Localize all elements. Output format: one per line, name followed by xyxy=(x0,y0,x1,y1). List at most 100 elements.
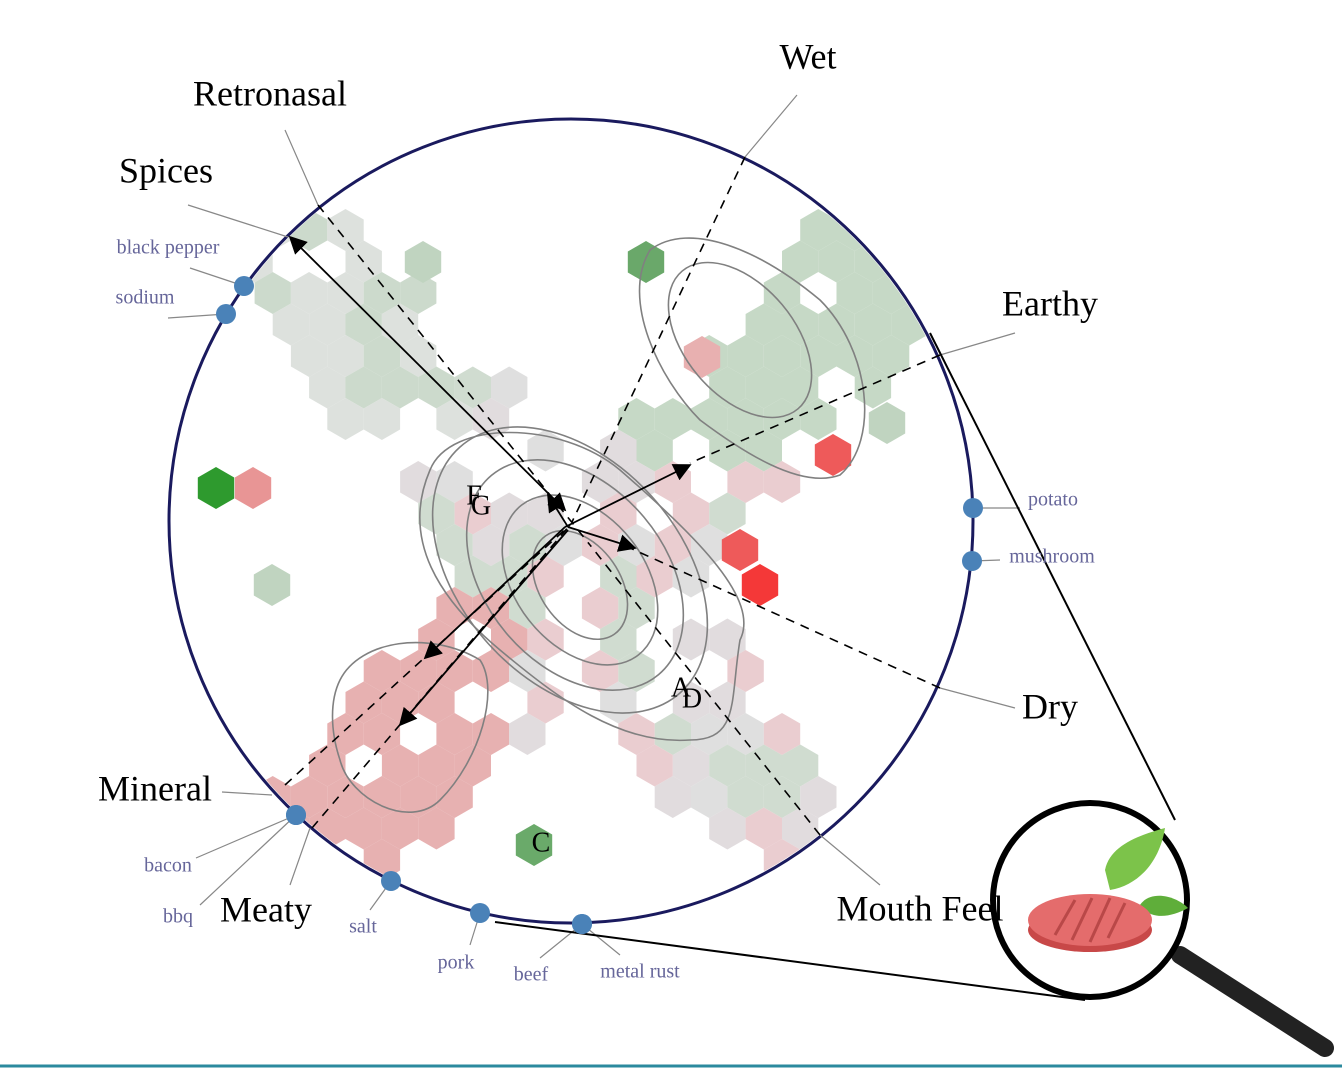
hexbin xyxy=(721,529,759,571)
axis-label: Meaty xyxy=(220,889,312,929)
hexbin xyxy=(472,524,510,566)
hexbin xyxy=(581,650,619,692)
hexbin xyxy=(818,240,855,283)
hexbin xyxy=(515,824,553,866)
axis-label: Mineral xyxy=(98,768,212,808)
arrow xyxy=(564,464,692,528)
hexbin xyxy=(290,839,328,881)
hexbin xyxy=(709,492,746,535)
hexbin xyxy=(472,713,510,755)
hexbin xyxy=(381,807,419,850)
hexbin xyxy=(400,650,437,692)
hexbin xyxy=(909,965,945,1007)
hexbin xyxy=(763,776,801,818)
hexbin xyxy=(872,335,910,377)
hexbin xyxy=(234,467,272,509)
ingredient-dot xyxy=(381,871,401,891)
zoom-line xyxy=(929,332,1176,821)
hexbin xyxy=(254,776,291,818)
hexbin xyxy=(727,398,764,440)
hexbin xyxy=(418,744,455,787)
axis-label: Earthy xyxy=(1002,283,1098,323)
hexbin xyxy=(345,870,382,913)
hexbin xyxy=(436,776,473,818)
hexbin xyxy=(763,713,801,755)
ingredient-label: potato xyxy=(1028,489,1078,511)
hexbin xyxy=(345,681,382,724)
arrow xyxy=(567,526,637,552)
hexbin xyxy=(683,336,721,378)
boundary-circle xyxy=(167,117,975,925)
leader-lines xyxy=(167,94,1020,959)
hexbin xyxy=(545,524,582,566)
hexbin xyxy=(273,934,309,976)
hexbin xyxy=(672,492,710,535)
labels: Wet Retronasal Spices Earthy Dry Mouth Feel Me… xyxy=(98,36,1098,985)
contour xyxy=(531,529,629,641)
hexbin xyxy=(782,366,819,409)
hexbin xyxy=(254,209,291,251)
hexbin xyxy=(909,272,946,314)
hexbin xyxy=(872,839,910,881)
hexbin xyxy=(854,303,892,346)
arrows xyxy=(288,235,692,727)
hexbin xyxy=(800,839,837,881)
hexbin xyxy=(254,839,291,881)
hexbin xyxy=(891,240,928,283)
hexbin xyxy=(618,398,655,440)
ingredient-dot xyxy=(234,276,254,296)
ingredient-dot xyxy=(963,498,983,518)
hexbin xyxy=(745,366,782,409)
hexbin xyxy=(763,272,801,314)
ingredient-label: black pepper xyxy=(117,237,220,259)
contour xyxy=(331,641,489,813)
axis-label: Wet xyxy=(779,36,836,76)
hexbin xyxy=(891,997,927,1039)
hexbin xyxy=(855,934,891,976)
hexbin xyxy=(436,650,473,692)
hexbin xyxy=(627,241,665,283)
hexbin xyxy=(400,776,437,818)
hexbin xyxy=(763,461,801,503)
hexbin xyxy=(654,713,691,755)
hexbin xyxy=(709,618,746,661)
hexbin xyxy=(927,240,964,283)
hexbin xyxy=(745,744,782,787)
hexbin xyxy=(1000,997,1036,1039)
hexbin xyxy=(636,744,673,787)
hexbin xyxy=(945,272,971,314)
ingredient-dot xyxy=(216,304,236,324)
ingredient-label: mushroom xyxy=(1009,546,1095,568)
hexbin xyxy=(709,366,746,409)
hexbin xyxy=(964,934,1000,976)
contour xyxy=(638,237,866,480)
hexbin xyxy=(691,524,728,566)
hexbin xyxy=(636,429,673,472)
leaf xyxy=(1105,828,1165,890)
axis-label: Dry xyxy=(1022,686,1078,726)
hexbin xyxy=(600,618,637,661)
hexbin xyxy=(672,744,710,787)
magnifier xyxy=(494,332,1334,1057)
hexbin xyxy=(782,807,819,850)
hexbin xyxy=(745,429,782,472)
arrow xyxy=(547,493,569,528)
hexbin xyxy=(197,467,235,509)
hexbin xyxy=(928,934,964,976)
hexbin xyxy=(581,461,619,503)
hexbin xyxy=(309,744,346,787)
hexbin xyxy=(872,209,910,251)
hexbin xyxy=(782,744,819,787)
hexbin xyxy=(436,587,473,629)
hexbin xyxy=(254,272,291,314)
hexbin xyxy=(309,870,346,913)
hexbin xyxy=(854,807,892,850)
point-label: F xyxy=(466,480,482,511)
hexbin xyxy=(436,524,473,566)
hexbin xyxy=(454,555,491,598)
hexbin xyxy=(255,965,291,1007)
ingredient-leaders xyxy=(167,267,1020,959)
hexbin xyxy=(800,335,837,377)
hexbin xyxy=(763,398,801,440)
